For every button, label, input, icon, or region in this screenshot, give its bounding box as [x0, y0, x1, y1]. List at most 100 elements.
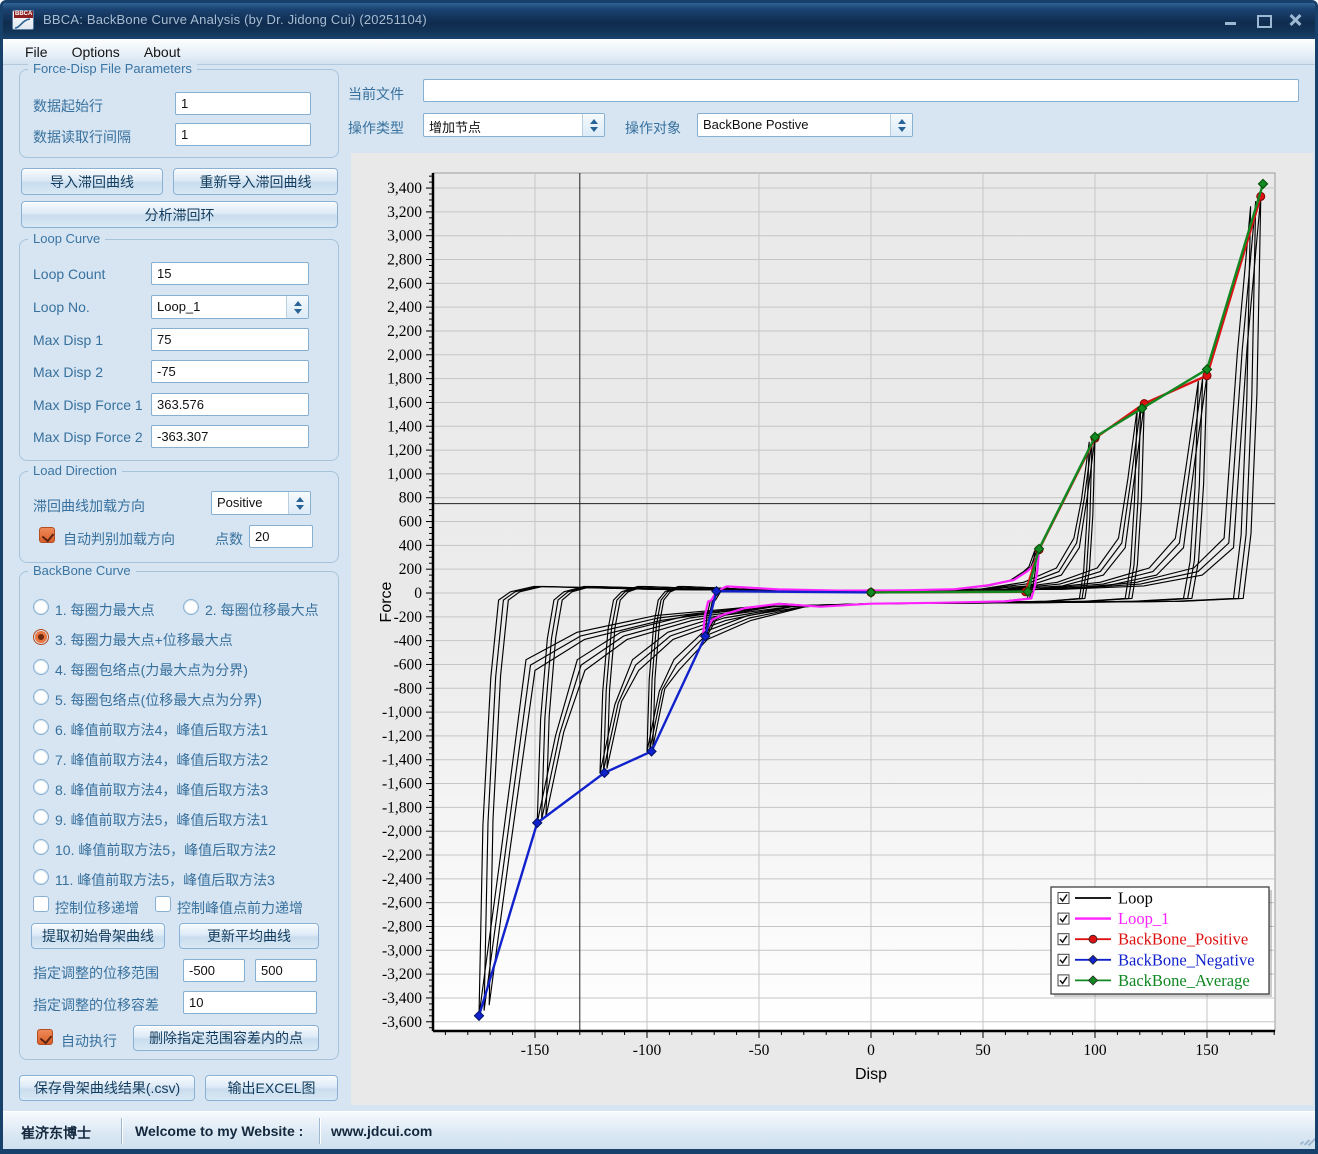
spin-down-icon[interactable]: [295, 504, 304, 510]
spin-down-icon[interactable]: [293, 308, 302, 314]
legend-checkbox[interactable]: [1057, 974, 1070, 987]
legend-label[interactable]: BackBone_Negative: [1118, 950, 1255, 969]
reimport-curve-button[interactable]: 重新导入滞回曲线: [173, 168, 338, 195]
radio-option-2[interactable]: [183, 599, 199, 615]
spin-up-icon[interactable]: [897, 118, 906, 124]
adjust-range-min-input[interactable]: [183, 959, 245, 982]
chart-panel[interactable]: -150 -100 -50 0 50 100 150 3,400 3,200 3,000 2,800…: [351, 153, 1313, 1105]
auto-direction-checkbox[interactable]: [39, 527, 55, 543]
ctrl-force-increase-label[interactable]: 控制峰值点前力递增: [177, 900, 303, 916]
auto-run-checkbox[interactable]: [37, 1029, 53, 1045]
max-disp1-label: Max Disp 1: [33, 332, 104, 348]
points-input[interactable]: [249, 525, 313, 548]
radio-option-8[interactable]: [33, 779, 49, 795]
max-disp1-input[interactable]: [151, 328, 309, 351]
radio-option-10[interactable]: [33, 839, 49, 855]
menu-file[interactable]: File: [25, 43, 48, 60]
minimize-button[interactable]: [1223, 13, 1239, 27]
max-disp2-input[interactable]: [151, 360, 309, 383]
spin-down-icon[interactable]: [589, 126, 598, 132]
load-dir-label: 滞回曲线加载方向: [33, 498, 145, 514]
loop-no-spinner[interactable]: [286, 296, 308, 318]
legend-checkbox[interactable]: [1057, 912, 1070, 925]
radio-option-5[interactable]: [33, 689, 49, 705]
svg-text:-2,200: -2,200: [382, 847, 422, 864]
legend-label[interactable]: BackBone_Positive: [1118, 930, 1248, 949]
adjust-tolerance-input[interactable]: [183, 991, 317, 1014]
extract-backbone-button[interactable]: 提取初始骨架曲线: [31, 923, 165, 949]
spin-down-icon[interactable]: [897, 126, 906, 132]
load-dir-spinner[interactable]: [288, 492, 310, 514]
menu-about[interactable]: About: [143, 43, 181, 60]
svg-text:3,400: 3,400: [387, 180, 422, 197]
current-file-input[interactable]: [423, 79, 1299, 102]
read-step-label: 数据读取行间隔: [33, 129, 131, 145]
spin-up-icon[interactable]: [293, 300, 302, 306]
loop-count-input[interactable]: [151, 262, 309, 285]
group-title: Load Direction: [28, 463, 122, 478]
save-csv-button[interactable]: 保存骨架曲线结果(.csv): [19, 1075, 195, 1101]
radio-option-11-label[interactable]: 11. 峰值前取方法5，峰值后取方法3: [55, 872, 275, 888]
close-button[interactable]: [1287, 13, 1303, 27]
resize-grip[interactable]: [1295, 1119, 1315, 1147]
ctrl-disp-increase-label[interactable]: 控制位移递增: [55, 900, 139, 916]
radio-option-1-label[interactable]: 1. 每圈力最大点: [55, 602, 155, 618]
radio-option-3[interactable]: [33, 629, 49, 645]
svg-text:3,200: 3,200: [387, 204, 422, 221]
radio-option-1[interactable]: [33, 599, 49, 615]
radio-option-10-label[interactable]: 10. 峰值前取方法5，峰值后取方法2: [55, 842, 276, 858]
legend-checkbox[interactable]: [1057, 933, 1070, 946]
export-excel-button[interactable]: 输出EXCEL图: [205, 1075, 338, 1101]
status-website-link[interactable]: www.jdcui.com: [331, 1123, 433, 1139]
spin-up-icon[interactable]: [589, 118, 598, 124]
max-disp-force1-input[interactable]: [151, 393, 309, 416]
radio-option-11[interactable]: [33, 869, 49, 885]
import-curve-button[interactable]: 导入滞回曲线: [21, 168, 163, 195]
radio-option-6-label[interactable]: 6. 峰值前取方法4，峰值后取方法1: [55, 722, 269, 738]
maximize-button[interactable]: [1255, 13, 1272, 28]
menu-options[interactable]: Options: [71, 43, 120, 60]
adjust-range-max-input[interactable]: [255, 959, 317, 982]
radio-option-2-label[interactable]: 2. 每圈位移最大点: [205, 602, 319, 618]
radio-option-7-label[interactable]: 7. 峰值前取方法4，峰值后取方法2: [55, 752, 269, 768]
backbone_average-marker: [865, 587, 877, 598]
radio-option-9[interactable]: [33, 809, 49, 825]
radio-option-4-label[interactable]: 4. 每圈包络点(力最大点为分界): [55, 662, 248, 678]
svg-text:-3,000: -3,000: [382, 942, 422, 959]
op-type-spinner[interactable]: [582, 114, 604, 136]
svg-text:-200: -200: [394, 609, 423, 626]
radio-option-9-label[interactable]: 9. 峰值前取方法5，峰值后取方法1: [55, 812, 269, 828]
delete-points-button[interactable]: 删除指定范围容差内的点: [133, 1025, 319, 1051]
svg-text:2,000: 2,000: [387, 347, 422, 364]
radio-option-8-label[interactable]: 8. 峰值前取方法4，峰值后取方法3: [55, 782, 269, 798]
ctrl-disp-increase-checkbox[interactable]: [33, 896, 49, 912]
app-icon-curve: [14, 18, 31, 29]
op-target-combo[interactable]: BackBone Postive: [697, 113, 913, 137]
load-dir-combo[interactable]: Positive: [211, 491, 311, 515]
spin-up-icon[interactable]: [295, 496, 304, 502]
radio-option-4[interactable]: [33, 659, 49, 675]
svg-text:400: 400: [399, 537, 423, 554]
read-step-input[interactable]: [175, 123, 311, 146]
legend-checkbox[interactable]: [1057, 953, 1070, 966]
radio-option-3-label[interactable]: 3. 每圈力最大点+位移最大点: [55, 632, 233, 648]
group-loop-curve: Loop Curve: [19, 231, 339, 461]
legend-label[interactable]: BackBone_Average: [1118, 971, 1250, 990]
max-disp-force2-input[interactable]: [151, 425, 309, 448]
radio-option-7[interactable]: [33, 749, 49, 765]
legend-checkbox[interactable]: [1057, 892, 1070, 904]
update-average-button[interactable]: 更新平均曲线: [179, 923, 319, 949]
analyze-loop-button[interactable]: 分析滞回环: [21, 201, 338, 228]
op-target-spinner[interactable]: [890, 114, 912, 136]
svg-text:-400: -400: [394, 633, 423, 650]
ctrl-force-increase-checkbox[interactable]: [155, 896, 171, 912]
radio-option-5-label[interactable]: 5. 每圈包络点(位移最大点为分界): [55, 692, 262, 708]
force-disp-chart[interactable]: -150 -100 -50 0 50 100 150 3,400 3,200 3,000 2,800…: [351, 153, 1313, 1105]
radio-option-6[interactable]: [33, 719, 49, 735]
svg-text:-2,400: -2,400: [382, 871, 422, 888]
start-row-input[interactable]: [175, 92, 311, 115]
legend-label[interactable]: Loop: [1118, 889, 1153, 908]
loop-no-combo[interactable]: Loop_1: [151, 295, 309, 319]
op-type-combo[interactable]: 增加节点: [423, 113, 605, 137]
legend-label[interactable]: Loop_1: [1118, 909, 1169, 928]
